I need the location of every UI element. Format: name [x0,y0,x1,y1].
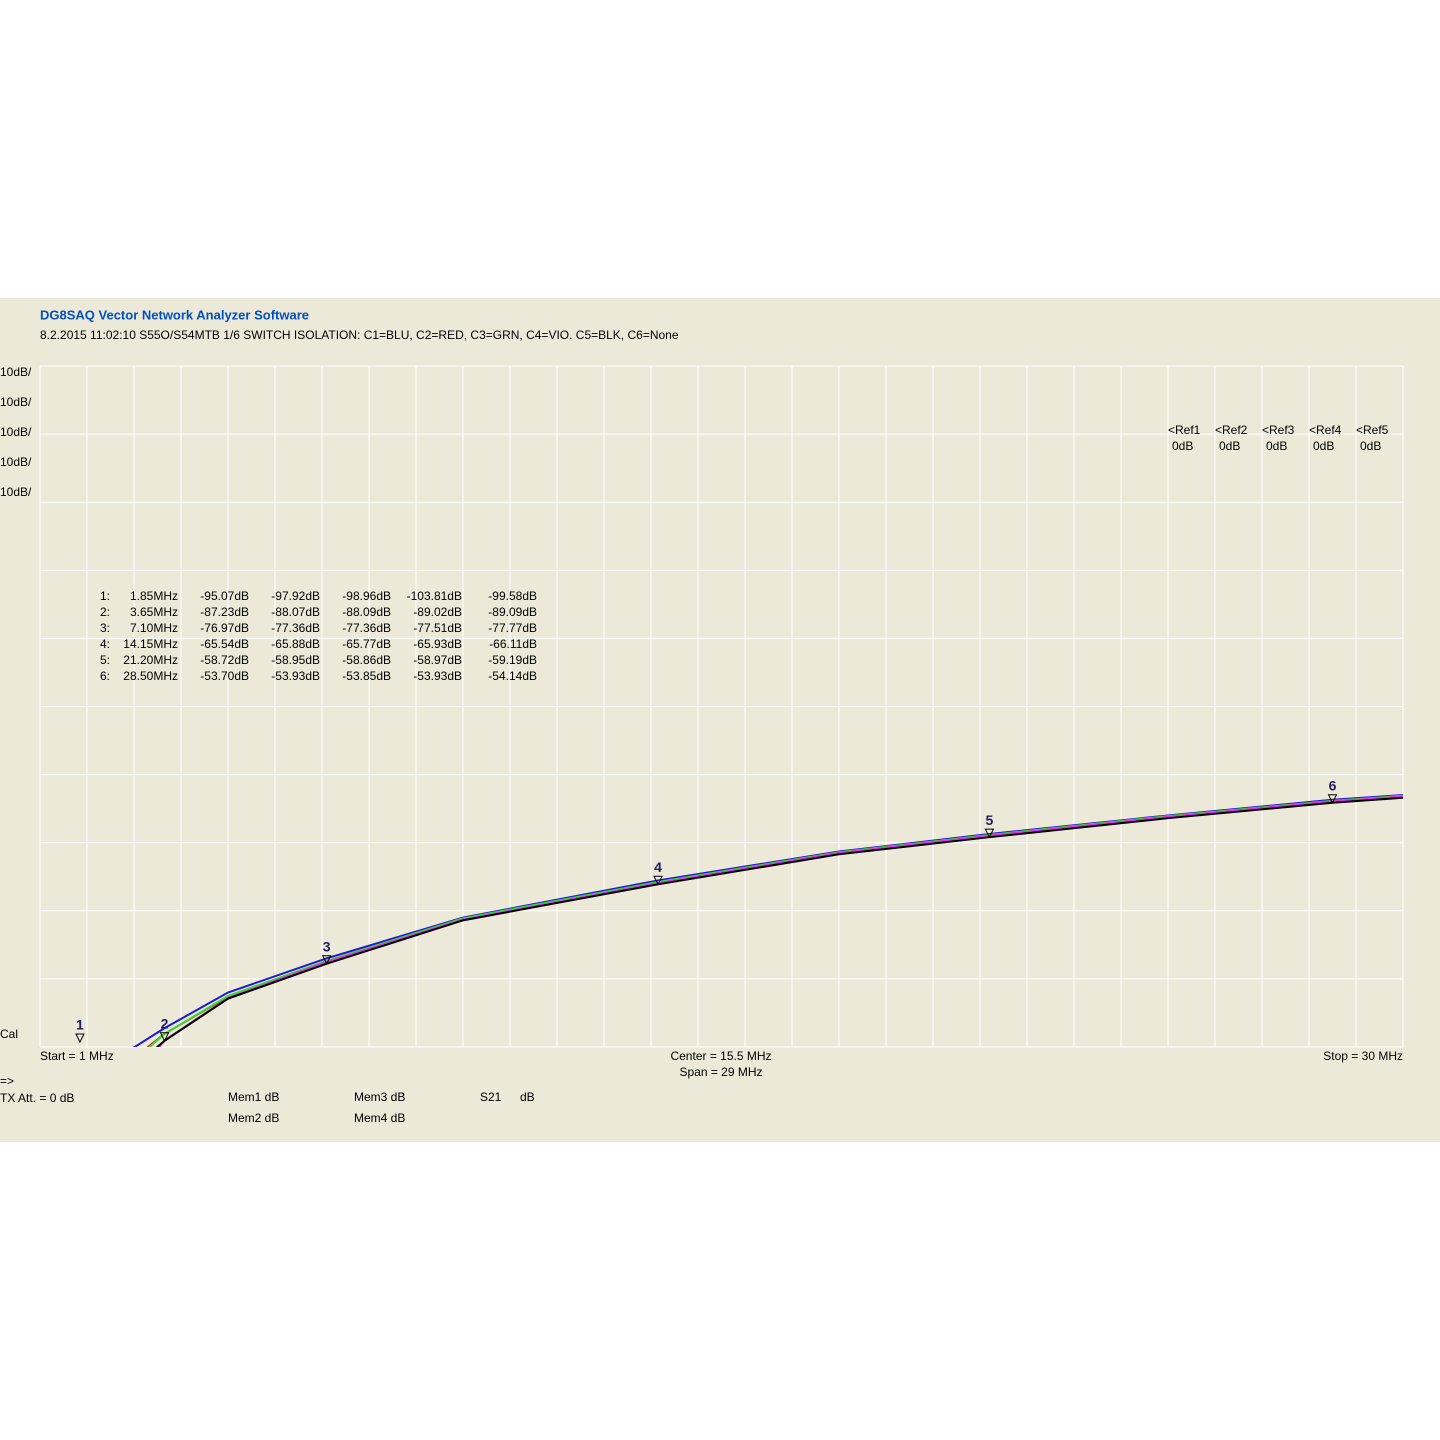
marker-reading: -65.93dB [413,637,462,651]
scale-label: 10dB/ [0,395,32,409]
ref-label: <Ref5 [1356,423,1389,437]
marker-number: 3 [323,938,331,954]
marker-triangle [321,955,332,965]
scale-label: 10dB/ [0,485,32,499]
panel [0,298,1440,1142]
marker-table-label: 5: [100,653,110,667]
ref-value: 0dB [1172,439,1193,453]
marker-number: 1 [76,1017,84,1033]
marker-number: 5 [986,812,994,828]
marker-table-label: 4: [100,637,110,651]
legend-entry: Mem4 dB [354,1111,405,1125]
marker-reading: -87.23dB [200,605,249,619]
arrow-label: => [0,1074,14,1088]
marker-reading: -58.97dB [413,653,462,667]
marker-reading: -53.93dB [413,669,462,683]
marker-reading: -95.07dB [200,589,249,603]
marker-reading: -77.36dB [271,621,320,635]
stop-label: Stop = 30 MHz [1323,1049,1403,1063]
marker-table-freq: 14.15MHz [123,637,178,651]
marker-reading: -88.09dB [342,605,391,619]
tx-label: TX Att. = 0 dB [0,1091,74,1105]
legend-entry: S21 [480,1090,502,1104]
marker-table-freq: 21.20MHz [123,653,178,667]
cal-label: Cal [0,1027,18,1041]
marker-reading: -59.19dB [488,653,537,667]
scale-label: 10dB/ [0,455,32,469]
chart-title: DG8SAQ Vector Network Analyzer Software [40,307,309,322]
marker-reading: -97.92dB [271,589,320,603]
marker-table-label: 1: [100,589,110,603]
marker-table-freq: 7.10MHz [130,621,178,635]
marker-reading: -77.77dB [488,621,537,635]
ref-value: 0dB [1219,439,1240,453]
ref-label: <Ref2 [1215,423,1248,437]
marker-triangle [75,1033,85,1044]
legend-unit: dB [520,1090,535,1104]
marker-reading: -58.72dB [200,653,249,667]
marker-triangle [159,1032,170,1042]
marker-table-freq: 3.65MHz [130,605,178,619]
marker-reading: -77.36dB [342,621,391,635]
marker-triangle [653,875,663,886]
center-label: Center = 15.5 MHz [670,1049,771,1063]
marker-reading: -65.88dB [271,637,320,651]
marker-number: 2 [161,1016,169,1032]
scale-label: 10dB/ [0,365,32,379]
marker-reading: -58.86dB [342,653,391,667]
marker-reading: -103.81dB [407,589,462,603]
ref-label: <Ref1 [1168,423,1201,437]
marker-triangle [1327,794,1338,804]
chart-subtitle: 8.2.2015 11:02:10 S55O/S54MTB 1/6 SWITCH… [40,328,679,342]
marker-table-freq: 1.85MHz [130,589,178,603]
legend-entry: Mem3 dB [354,1090,405,1104]
ref-value: 0dB [1360,439,1381,453]
traces [132,794,1403,1047]
marker-reading: -76.97dB [200,621,249,635]
marker-reading: -98.96dB [342,589,391,603]
marker-reading: -53.85dB [342,669,391,683]
marker-reading: -54.14dB [488,669,537,683]
legend-entry: Mem1 dB [228,1090,279,1104]
ref-value: 0dB [1313,439,1334,453]
marker-reading: -53.93dB [271,669,320,683]
marker-number: 4 [654,859,662,875]
marker-reading: -58.95dB [271,653,320,667]
marker-reading: -89.09dB [488,605,537,619]
marker-reading: -65.54dB [200,637,249,651]
marker-reading: -88.07dB [271,605,320,619]
ref-value: 0dB [1266,439,1287,453]
ref-label: <Ref3 [1262,423,1295,437]
marker-reading: -66.11dB [489,637,537,651]
marker-table-label: 3: [100,621,110,635]
marker-reading: -53.70dB [200,669,249,683]
marker-reading: -99.58dB [488,589,537,603]
ref-label: <Ref4 [1309,423,1342,437]
marker-table-freq: 28.50MHz [123,669,178,683]
marker-triangle [984,828,995,839]
marker-reading: -65.77dB [342,637,391,651]
marker-reading: -77.51dB [413,621,462,635]
marker-table-label: 6: [100,669,110,683]
marker-number: 6 [1329,777,1337,793]
span-label: Span = 29 MHz [679,1065,762,1079]
marker-reading: -89.02dB [413,605,462,619]
scale-label: 10dB/ [0,425,32,439]
start-label: Start = 1 MHz [40,1049,114,1063]
marker-table-label: 2: [100,605,110,619]
legend-entry: Mem2 dB [228,1111,279,1125]
